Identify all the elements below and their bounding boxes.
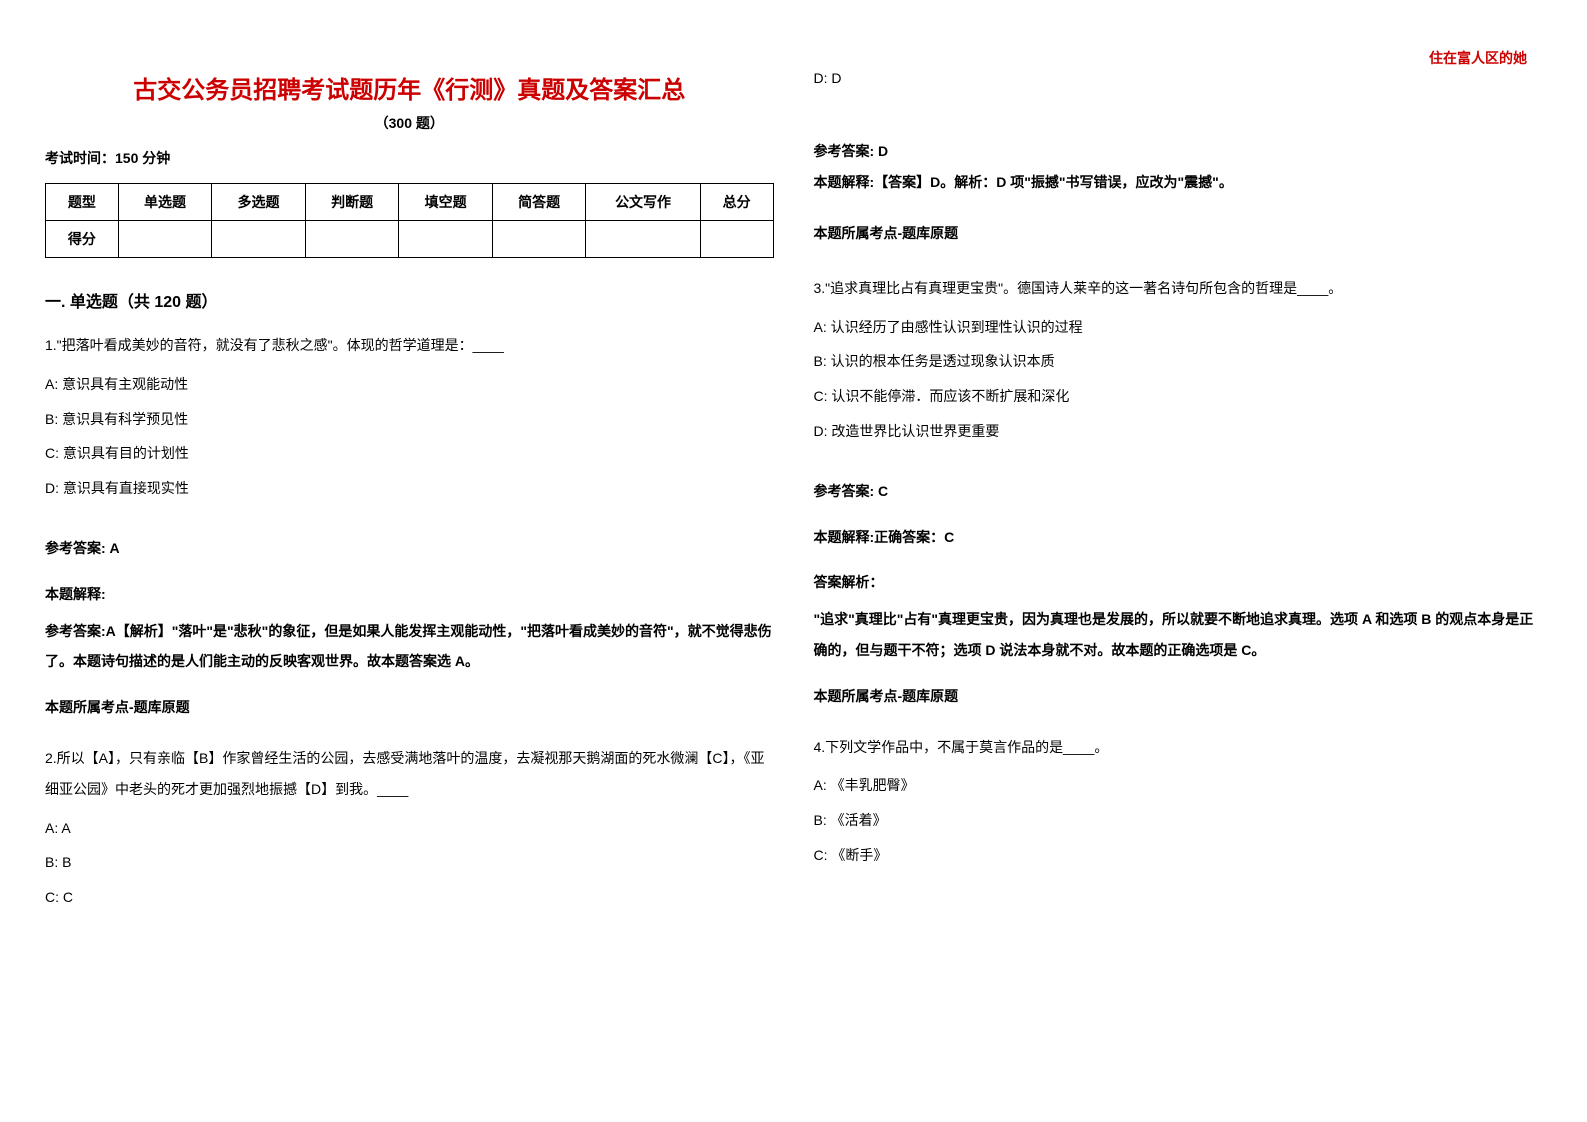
th-judge: 判断题 — [305, 184, 399, 221]
q3-option-b: B: 认识的根本任务是透过现象认识本质 — [814, 346, 1543, 377]
section-title: 一. 单选题（共 120 题） — [45, 288, 774, 312]
th-type: 题型 — [46, 184, 119, 221]
td-empty — [492, 221, 586, 258]
q3-text: 3."追求真理比占有真理更宝贵"。德国诗人莱辛的这一著名诗句所包含的哲理是___… — [814, 273, 1543, 304]
th-fill: 填空题 — [399, 184, 493, 221]
q3-explain-text: "追求"真理比"占有"真理更宝贵，因为真理也是发展的，所以就要不断地追求真理。选… — [814, 604, 1543, 666]
q4-text: 4.下列文学作品中，不属于莫言作品的是____。 — [814, 732, 1543, 763]
q2-option-a: A: A — [45, 813, 774, 844]
td-empty — [700, 221, 773, 258]
exam-subtitle: （300 题） — [45, 113, 774, 133]
td-empty — [586, 221, 700, 258]
q2-explain-text: 本题解释:【答案】D。解析：D 项"振撼"书写错误，应改为"震撼"。 — [814, 167, 1543, 198]
table-header-row: 题型 单选题 多选题 判断题 填空题 简答题 公文写作 总分 — [46, 184, 774, 221]
q3-analysis-label: 答案解析： — [814, 567, 1543, 598]
q2-answer-label: 参考答案: D — [814, 141, 1543, 161]
question-3: 3."追求真理比占有真理更宝贵"。德国诗人莱辛的这一著名诗句所包含的哲理是___… — [814, 273, 1543, 712]
q4-option-a: A: 《丰乳肥臀》 — [814, 770, 1543, 801]
q1-topic-label: 本题所属考点-题库原题 — [45, 692, 774, 723]
q1-text: 1."把落叶看成美妙的音符，就没有了悲秋之感"。体现的哲学道理是：____ — [45, 330, 774, 361]
q2-option-d: D: D — [814, 70, 1543, 86]
exam-title: 古交公务员招聘考试题历年《行测》真题及答案汇总 — [45, 70, 774, 105]
q3-option-c: C: 认识不能停滞．而应该不断扩展和深化 — [814, 381, 1543, 412]
td-empty — [399, 221, 493, 258]
exam-time: 考试时间：150 分钟 — [45, 148, 774, 168]
q2-topic-label: 本题所属考点-题库原题 — [814, 223, 1543, 243]
score-table: 题型 单选题 多选题 判断题 填空题 简答题 公文写作 总分 得分 — [45, 183, 774, 258]
q4-option-c: C: 《断手》 — [814, 840, 1543, 871]
th-multi: 多选题 — [212, 184, 306, 221]
header-right-text: 住在富人区的她 — [1429, 48, 1527, 68]
q1-answer-label: 参考答案: A — [45, 533, 774, 564]
q1-option-a: A: 意识具有主观能动性 — [45, 369, 774, 400]
question-2: 2.所以【A】，只有亲临【B】作家曾经生活的公园，去感受满地落叶的温度，去凝视那… — [45, 743, 774, 913]
q2-option-b: B: B — [45, 847, 774, 878]
q1-explain-label: 本题解释: — [45, 579, 774, 610]
th-single: 单选题 — [118, 184, 212, 221]
td-empty — [118, 221, 212, 258]
q3-topic-label: 本题所属考点-题库原题 — [814, 681, 1543, 712]
right-column: D: D 参考答案: D 本题解释:【答案】D。解析：D 项"振撼"书写错误，应… — [814, 70, 1543, 933]
page-container: 古交公务员招聘考试题历年《行测》真题及答案汇总 （300 题） 考试时间：150… — [0, 0, 1587, 953]
q1-option-b: B: 意识具有科学预见性 — [45, 404, 774, 435]
q3-explain-label: 本题解释:正确答案：C — [814, 522, 1543, 553]
q2-text: 2.所以【A】，只有亲临【B】作家曾经生活的公园，去感受满地落叶的温度，去凝视那… — [45, 743, 774, 805]
th-short: 简答题 — [492, 184, 586, 221]
td-score-label: 得分 — [46, 221, 119, 258]
left-column: 古交公务员招聘考试题历年《行测》真题及答案汇总 （300 题） 考试时间：150… — [45, 70, 774, 933]
td-empty — [212, 221, 306, 258]
q2-option-c: C: C — [45, 882, 774, 913]
question-1: 1."把落叶看成美妙的音符，就没有了悲秋之感"。体现的哲学道理是：____ A:… — [45, 330, 774, 723]
q1-option-c: C: 意识具有目的计划性 — [45, 438, 774, 469]
td-empty — [305, 221, 399, 258]
q1-explain-text: 参考答案:A【解析】"落叶"是"悲秋"的象征，但是如果人能发挥主观能动性，"把落… — [45, 616, 774, 678]
q3-answer-label: 参考答案: C — [814, 476, 1543, 507]
table-score-row: 得分 — [46, 221, 774, 258]
q1-option-d: D: 意识具有直接现实性 — [45, 473, 774, 504]
th-writing: 公文写作 — [586, 184, 700, 221]
q3-option-d: D: 改造世界比认识世界更重要 — [814, 416, 1543, 447]
question-4: 4.下列文学作品中，不属于莫言作品的是____。 A: 《丰乳肥臀》 B: 《活… — [814, 732, 1543, 871]
q3-option-a: A: 认识经历了由感性认识到理性认识的过程 — [814, 312, 1543, 343]
th-total: 总分 — [700, 184, 773, 221]
q4-option-b: B: 《活着》 — [814, 805, 1543, 836]
